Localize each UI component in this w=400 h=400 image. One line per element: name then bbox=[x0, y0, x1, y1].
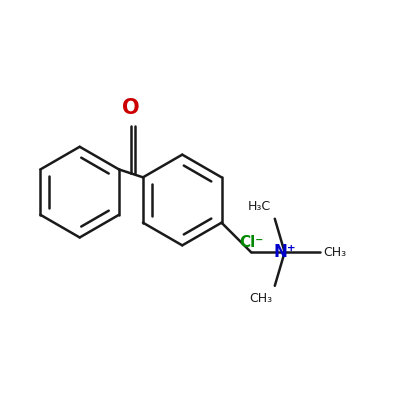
Text: CH₃: CH₃ bbox=[250, 292, 273, 305]
Text: Cl⁻: Cl⁻ bbox=[239, 235, 263, 250]
Text: O: O bbox=[122, 98, 140, 118]
Text: N⁺: N⁺ bbox=[273, 243, 296, 261]
Text: H₃C: H₃C bbox=[248, 200, 271, 213]
Text: CH₃: CH₃ bbox=[323, 246, 346, 259]
